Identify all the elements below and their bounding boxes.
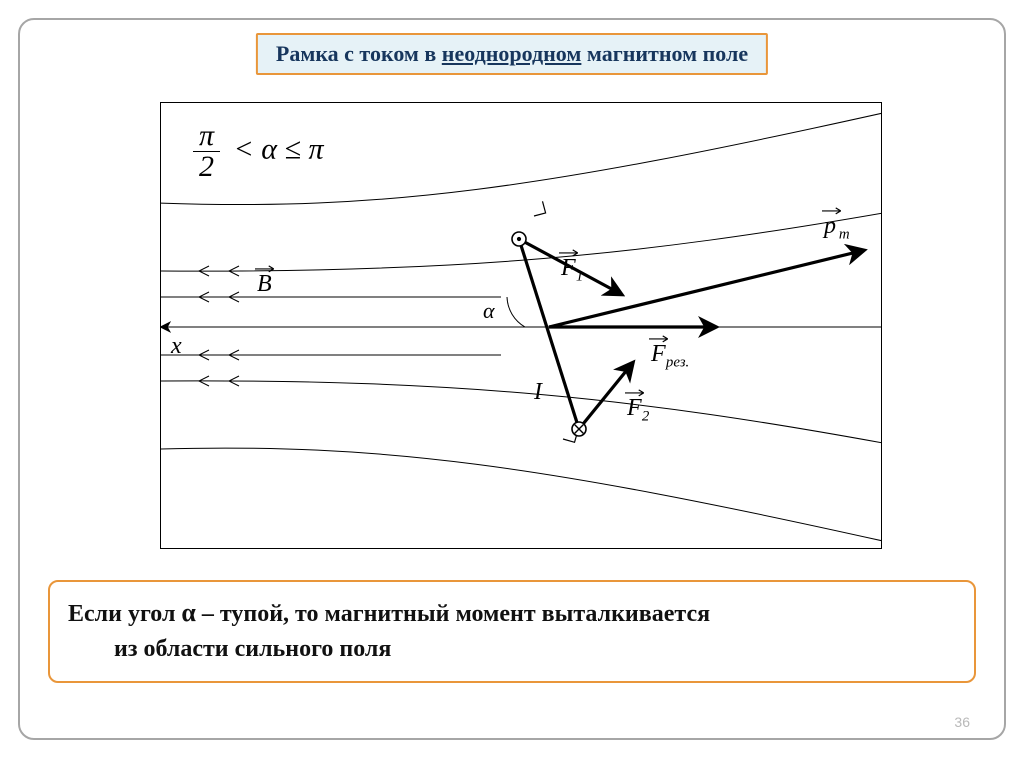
title-underlined: неоднородном [442,41,582,66]
caption-alpha: α [181,598,196,627]
svg-text:F: F [626,395,642,421]
caption-line2: из области сильного поля [114,632,391,667]
title-prefix: Рамка с током в [276,41,442,66]
caption-part1: Если угол [68,601,181,627]
svg-text:p: p [822,213,836,239]
svg-text:2: 2 [642,408,650,424]
diagram: π 2 < α ≤ π xBαIF1F2Fрез.pm [160,102,882,549]
svg-text:m: m [839,226,850,242]
svg-text:I: I [533,379,543,405]
slide-title: Рамка с током в неоднородном магнитном п… [256,33,768,75]
slide-frame: Рамка с током в неоднородном магнитном п… [18,18,1006,740]
svg-text:рез.: рез. [665,354,689,370]
caption: Если угол α – тупой, то магнитный момент… [48,580,976,683]
diagram-svg: xBαIF1F2Fрез.pm [161,103,881,548]
caption-part2: – тупой, то магнитный момент выталкивает… [196,601,710,627]
title-suffix: магнитном поле [581,41,748,66]
svg-text:F: F [560,255,576,281]
page-number: 36 [954,714,970,730]
svg-text:F: F [650,341,666,367]
svg-text:B: B [257,271,272,297]
svg-text:1: 1 [576,268,583,284]
svg-text:α: α [483,298,495,323]
svg-text:x: x [170,333,182,359]
